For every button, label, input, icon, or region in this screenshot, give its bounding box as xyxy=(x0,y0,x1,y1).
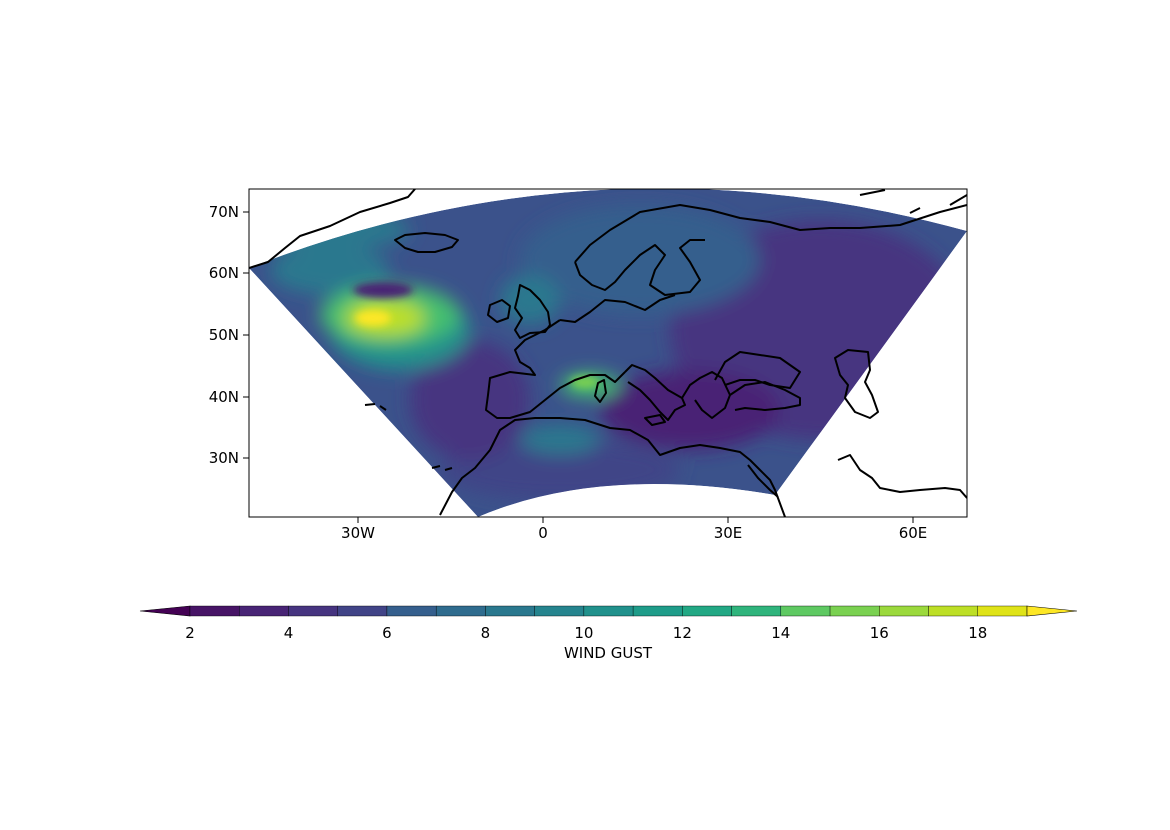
colorbar-tick-label: 14 xyxy=(771,624,790,642)
colorbar-segment xyxy=(189,605,240,617)
colorbar-ticks: 2 4 6 8 10 12 14 16 18 xyxy=(185,624,987,642)
colorbar-segment xyxy=(534,605,585,617)
x-tick-label: 60E xyxy=(899,524,928,542)
x-tick-label: 30E xyxy=(714,524,743,542)
colorbar-segment xyxy=(583,605,634,617)
x-tick-label: 0 xyxy=(538,524,548,542)
colorbar-tick-label: 2 xyxy=(185,624,195,642)
colorbar-segment xyxy=(485,605,535,617)
colorbar-segments xyxy=(139,605,1078,617)
colorbar-extend-max xyxy=(1026,605,1078,617)
map-frame xyxy=(248,188,968,518)
colorbar-segment xyxy=(288,605,338,617)
colorbar: 2 4 6 8 10 12 14 16 18 WIND GUST xyxy=(139,605,1078,662)
colorbar-segment xyxy=(435,605,486,617)
colorbar-tick-label: 4 xyxy=(284,624,294,642)
colorbar-segment xyxy=(632,605,683,617)
x-tick-label: 30W xyxy=(341,524,375,542)
colorbar-segment xyxy=(780,605,831,617)
colorbar-tick-label: 10 xyxy=(574,624,593,642)
colorbar-tick-label: 18 xyxy=(968,624,987,642)
colorbar-segment xyxy=(386,605,437,617)
colorbar-segment xyxy=(977,605,1028,617)
colorbar-tick-label: 16 xyxy=(870,624,889,642)
map-panel xyxy=(249,189,967,517)
y-tick-label: 60N xyxy=(209,264,239,282)
colorbar-tick-label: 12 xyxy=(673,624,692,642)
colorbar-segment xyxy=(829,605,880,617)
colorbar-segment xyxy=(239,605,289,617)
y-tick-label: 40N xyxy=(209,388,239,406)
y-axis: 70N 60N 50N 40N 30N xyxy=(209,203,249,467)
coastlines xyxy=(249,189,967,517)
colorbar-segment xyxy=(682,605,732,617)
colorbar-segment xyxy=(731,605,782,617)
colorbar-segment xyxy=(879,605,929,617)
colorbar-segment xyxy=(928,605,978,617)
y-tick-label: 50N xyxy=(209,326,239,344)
wind-gust-field xyxy=(249,189,967,517)
colorbar-segment xyxy=(337,605,388,617)
colorbar-label: WIND GUST xyxy=(564,644,653,662)
colorbar-tick-label: 6 xyxy=(382,624,392,642)
y-tick-label: 30N xyxy=(209,449,239,467)
x-axis: 30W 0 30E 60E xyxy=(341,517,927,542)
colorbar-extend-min xyxy=(139,605,191,617)
colorbar-tick-label: 8 xyxy=(481,624,491,642)
y-tick-label: 70N xyxy=(209,203,239,221)
